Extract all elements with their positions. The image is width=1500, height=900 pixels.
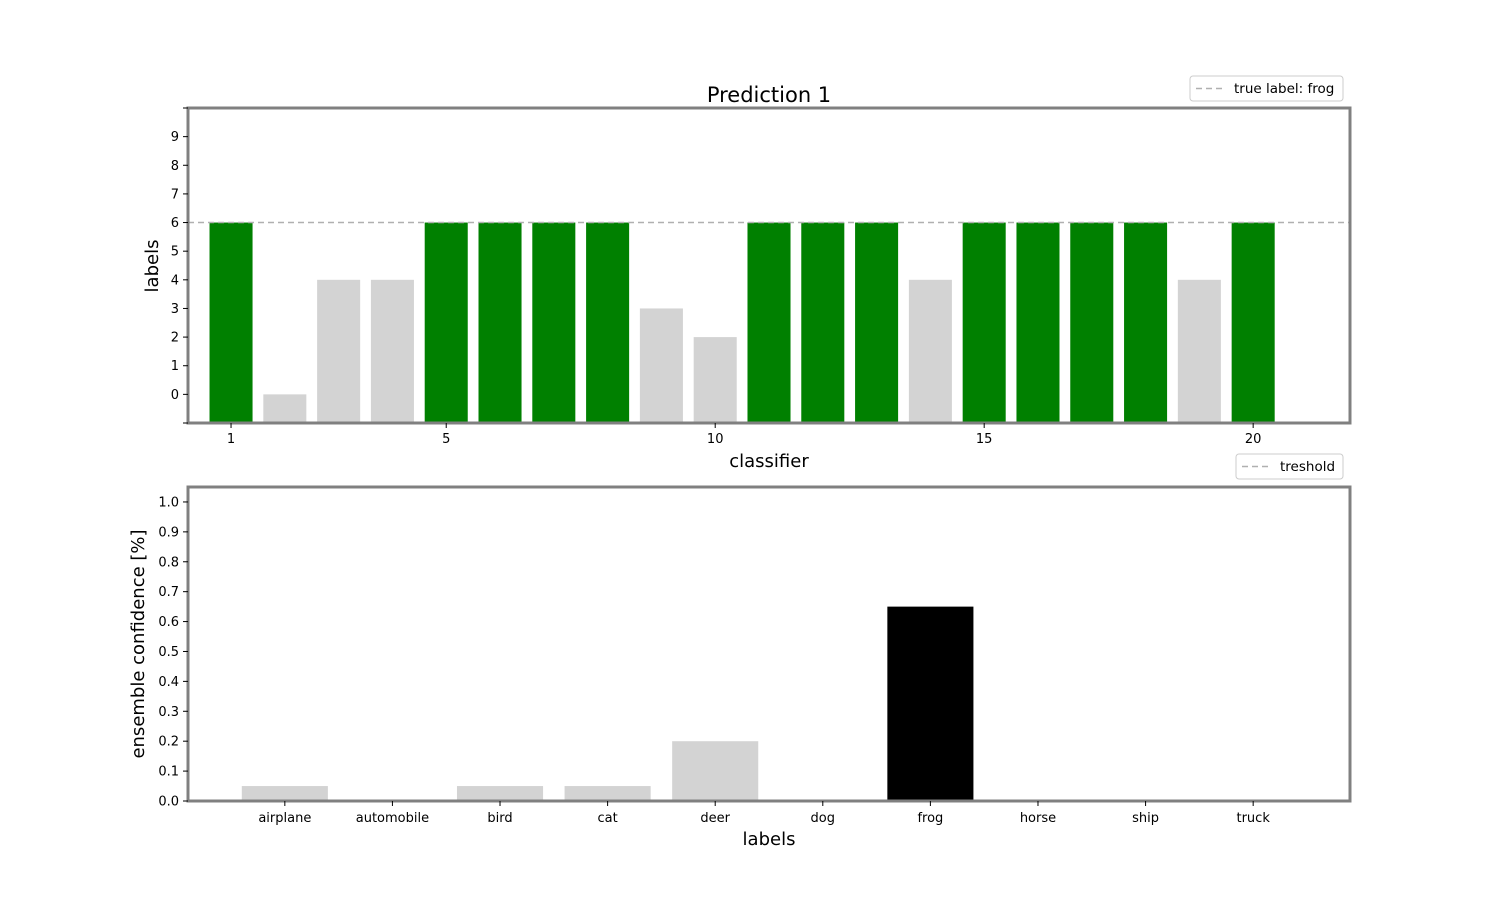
classifier-bar-12 bbox=[801, 222, 845, 423]
classifier-bar-5 bbox=[424, 222, 468, 423]
classifier-bar-8 bbox=[586, 222, 630, 423]
classifier-bar-10 bbox=[693, 337, 737, 423]
top-chart-x-ticks: 1 5 10 15 20 bbox=[227, 423, 1262, 447]
x-tick-label: 20 bbox=[1245, 432, 1262, 447]
classifier-bar-3 bbox=[317, 279, 361, 423]
y-tick-label: 4 bbox=[171, 273, 179, 288]
classifier-bar-7 bbox=[532, 222, 576, 423]
y-tick-label: 3 bbox=[171, 302, 179, 317]
top-chart-y-axis-title: labels bbox=[142, 240, 163, 293]
confidence-bar-cat bbox=[564, 786, 651, 801]
y-tick-label: 2 bbox=[171, 331, 179, 346]
y-tick-label: 1 bbox=[171, 359, 179, 374]
x-tick-label: ship bbox=[1132, 811, 1159, 826]
y-tick-label: 0 bbox=[171, 388, 179, 403]
bottom-chart-legend: treshold bbox=[1235, 453, 1344, 480]
classifier-bar-9 bbox=[639, 308, 683, 423]
y-tick-label: 1.0 bbox=[158, 495, 179, 510]
classifier-bar-13 bbox=[855, 222, 899, 423]
y-tick-label: 9 bbox=[171, 130, 179, 145]
y-tick-label: 0.2 bbox=[158, 735, 179, 750]
y-tick-label: 5 bbox=[171, 245, 179, 260]
classifier-bar-16 bbox=[1016, 222, 1060, 423]
y-tick-label: 0.3 bbox=[158, 705, 179, 720]
top-chart-frame bbox=[186, 106, 1352, 425]
classifier-bar-2 bbox=[263, 394, 307, 423]
y-tick-label: 0.5 bbox=[158, 645, 179, 660]
y-tick-label: 0.7 bbox=[158, 585, 179, 600]
y-tick-label: 0.0 bbox=[158, 795, 179, 810]
top-chart-title: Prediction 1 bbox=[707, 83, 831, 107]
y-tick-label: 0.8 bbox=[158, 555, 179, 570]
classifier-bar-14 bbox=[908, 279, 952, 423]
top-legend-label: true label: frog bbox=[1234, 81, 1334, 97]
x-tick-label: frog bbox=[917, 811, 943, 826]
confidence-bar-frog bbox=[887, 606, 974, 801]
x-tick-label: cat bbox=[598, 811, 618, 826]
classifier-bar-15 bbox=[962, 222, 1006, 423]
y-tick-label: 7 bbox=[171, 187, 179, 202]
top-chart-legend: true label: frog bbox=[1189, 75, 1344, 102]
y-tick-label: 0.6 bbox=[158, 615, 179, 630]
y-tick-label: 0.4 bbox=[158, 675, 179, 690]
classifier-bar-18 bbox=[1124, 222, 1168, 423]
confidence-bar-bird bbox=[456, 786, 544, 801]
top-chart-bars bbox=[209, 222, 1275, 423]
bottom-legend-box bbox=[1235, 453, 1344, 480]
confidence-bar-deer bbox=[672, 741, 759, 801]
x-tick-label: bird bbox=[487, 811, 512, 826]
classifier-bar-11 bbox=[747, 222, 791, 423]
x-tick-label: 15 bbox=[976, 432, 993, 447]
y-tick-label: 0.1 bbox=[158, 765, 179, 780]
x-tick-label: automobile bbox=[356, 811, 429, 826]
x-tick-label: deer bbox=[700, 811, 730, 826]
x-tick-label: dog bbox=[811, 811, 835, 826]
classifier-bar-6 bbox=[478, 222, 522, 423]
bottom-chart-x-ticks: airplane automobile bird cat deer dog frog hors… bbox=[258, 801, 1270, 826]
bottom-chart-y-axis-title: ensemble confidence [%] bbox=[128, 529, 149, 758]
x-tick-label: 10 bbox=[707, 432, 724, 447]
bottom-chart-bars bbox=[241, 606, 974, 801]
x-tick-label: horse bbox=[1020, 811, 1056, 826]
y-tick-label: 0.9 bbox=[158, 525, 179, 540]
confidence-bar-airplane bbox=[241, 786, 328, 801]
top-chart-y-ticks: 0 1 2 3 4 5 6 7 8 9 bbox=[171, 107, 188, 424]
bottom-chart: 0.0 0.1 0.2 0.3 0.4 0.5 0.6 0.7 0.8 0.9 1.0 airpla… bbox=[128, 453, 1352, 850]
x-tick-label: 1 bbox=[227, 432, 235, 447]
classifier-bar-20 bbox=[1231, 222, 1275, 423]
bottom-chart-y-ticks: 0.0 0.1 0.2 0.3 0.4 0.5 0.6 0.7 0.8 0.9 1.0 bbox=[158, 495, 188, 810]
y-tick-label: 8 bbox=[171, 159, 179, 174]
bottom-legend-label: treshold bbox=[1280, 459, 1335, 475]
classifier-bar-1 bbox=[209, 222, 253, 423]
bottom-chart-x-axis-title: labels bbox=[743, 829, 796, 850]
x-tick-label: 5 bbox=[442, 432, 450, 447]
y-tick-label: 6 bbox=[171, 216, 179, 231]
classifier-bar-19 bbox=[1177, 279, 1221, 423]
x-tick-label: airplane bbox=[258, 811, 311, 826]
top-legend-box bbox=[1189, 75, 1344, 102]
bottom-chart-frame bbox=[186, 485, 1352, 803]
x-tick-label: truck bbox=[1236, 811, 1270, 826]
top-chart-x-axis-title: classifier bbox=[729, 451, 809, 472]
classifier-bar-4 bbox=[370, 279, 414, 423]
classifier-bar-17 bbox=[1070, 222, 1114, 423]
